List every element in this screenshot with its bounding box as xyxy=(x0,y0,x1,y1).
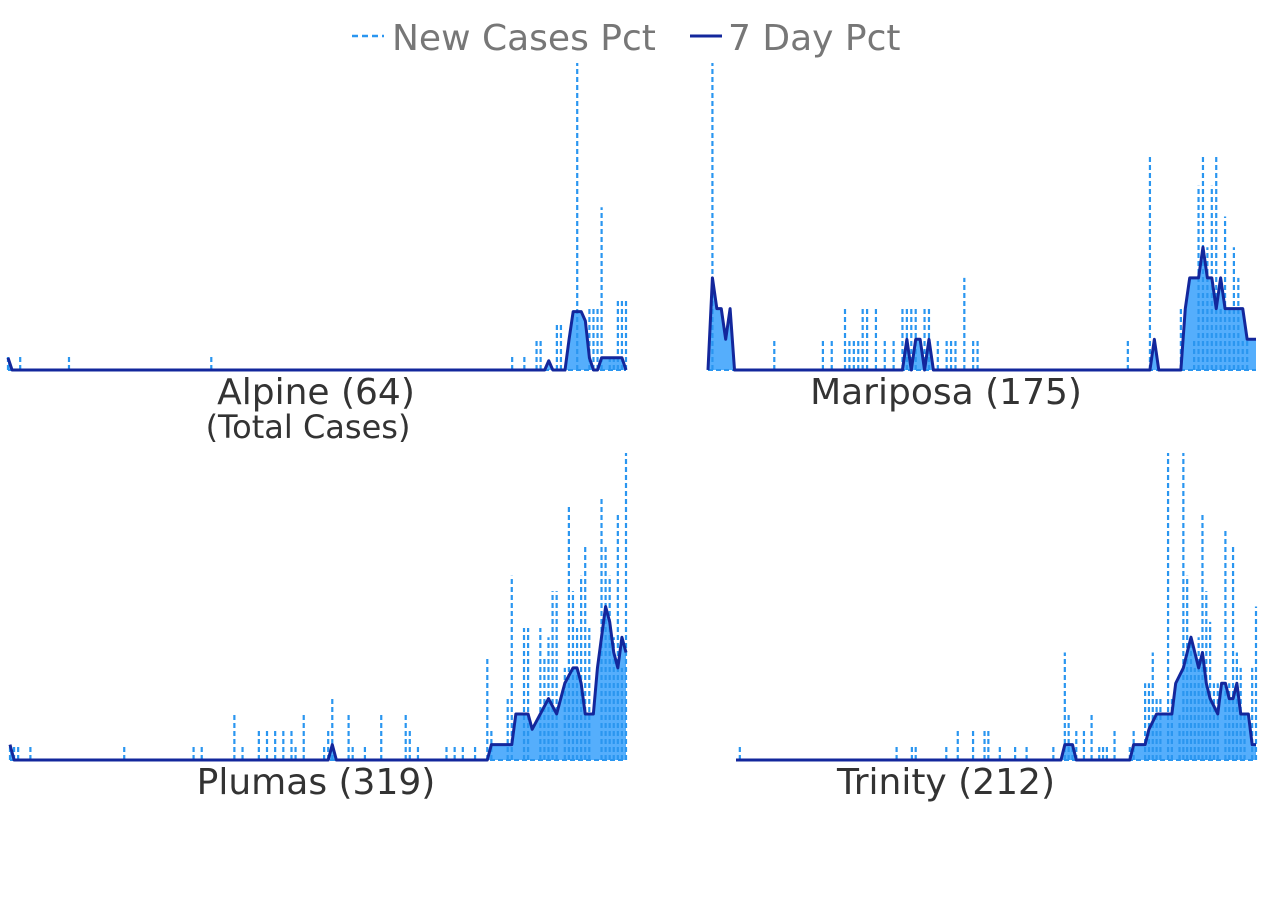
panel-alpine-subtitle: (Total Cases) xyxy=(206,408,411,446)
panel-mariposa-area-fill xyxy=(708,247,1256,370)
legend: New Cases Pct 7 Day Pct xyxy=(352,18,901,59)
panel-alpine: Alpine (64)(Total Cases) xyxy=(6,63,628,446)
panel-alpine-title: Alpine (64) xyxy=(217,372,415,413)
legend-new-cases-label: New Cases Pct xyxy=(392,18,656,59)
panel-plumas-area-fill xyxy=(10,606,626,760)
panel-mariposa-seven-day-line xyxy=(706,245,1256,372)
panel-mariposa-title: Mariposa (175) xyxy=(810,372,1082,413)
panel-plumas-seven-day-line xyxy=(8,605,628,762)
panel-trinity: Trinity (212) xyxy=(736,453,1258,803)
panel-trinity-area-fill xyxy=(736,637,1256,760)
panel-trinity-title: Trinity (212) xyxy=(836,762,1055,803)
panel-plumas-title: Plumas (319) xyxy=(197,762,436,803)
panel-alpine-area-fill xyxy=(8,311,626,370)
panel-trinity-seven-day-line xyxy=(736,635,1256,762)
panel-plumas: Plumas (319) xyxy=(8,453,628,803)
panels: Alpine (64)(Total Cases) Mariposa (175) Pl… xyxy=(6,63,1258,803)
legend-seven-day-label: 7 Day Pct xyxy=(728,18,901,59)
panel-alpine-seven-day-line xyxy=(6,310,628,372)
panel-mariposa: Mariposa (175) xyxy=(706,63,1256,413)
